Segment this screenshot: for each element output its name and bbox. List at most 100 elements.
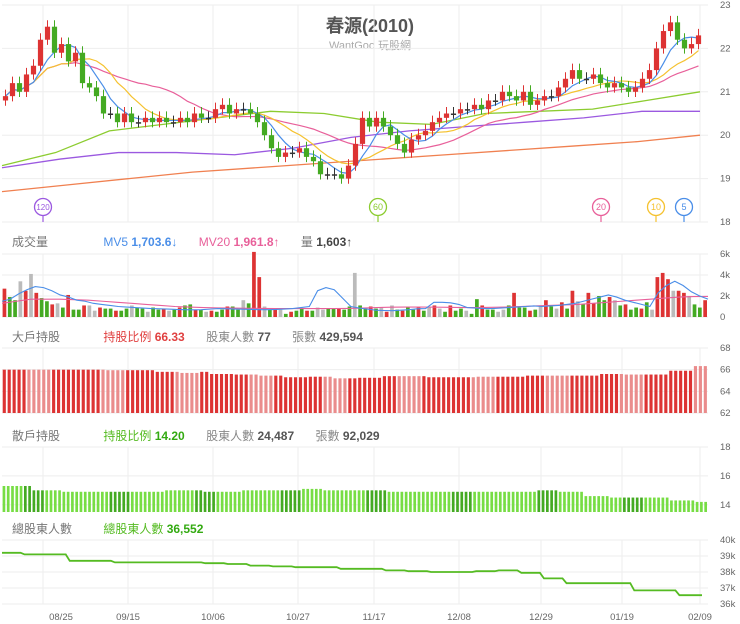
candle-body[interactable] (513, 96, 520, 101)
volume-bar[interactable] (565, 308, 569, 317)
large-holder-bar[interactable] (372, 377, 377, 413)
volume-bar[interactable] (559, 302, 564, 317)
large-holder-bar[interactable] (244, 374, 248, 413)
retail-holder-bar[interactable] (635, 497, 639, 512)
retail-holder-bar[interactable] (473, 491, 476, 512)
retail-holder-bar[interactable] (323, 490, 327, 512)
large-holder-bar[interactable] (521, 376, 525, 413)
large-holder-bar[interactable] (639, 374, 643, 413)
volume-bar[interactable] (98, 307, 102, 317)
volume-bar[interactable] (352, 272, 357, 317)
candle-body[interactable] (492, 100, 499, 102)
retail-holder-bar[interactable] (105, 491, 108, 512)
large-holder-bar[interactable] (121, 370, 125, 413)
retail-holder-bar[interactable] (644, 497, 648, 512)
volume-bar[interactable] (533, 309, 538, 317)
volume-bar[interactable] (485, 309, 490, 317)
candle-body[interactable] (128, 113, 135, 123)
volume-bar[interactable] (252, 251, 256, 317)
volume-bar[interactable] (199, 309, 203, 317)
retail-holder-bar[interactable] (362, 490, 365, 512)
volume-bar[interactable] (501, 309, 506, 317)
retail-holder-bar[interactable] (169, 490, 173, 512)
large-holder-bar[interactable] (377, 377, 382, 413)
retail-holder-bar[interactable] (96, 491, 100, 512)
retail-holder-bar[interactable] (623, 497, 626, 512)
large-holder-bar[interactable] (333, 378, 337, 413)
candle-body[interactable] (107, 113, 114, 116)
candle-body[interactable] (275, 148, 282, 157)
volume-bar[interactable] (87, 305, 92, 317)
retail-holder-bar[interactable] (447, 491, 451, 512)
retail-holder-bar[interactable] (524, 491, 528, 512)
large-holder-bar[interactable] (229, 374, 233, 413)
volume-bar[interactable] (39, 298, 44, 317)
large-holder-bar[interactable] (269, 375, 273, 413)
volume-bar[interactable] (379, 307, 384, 317)
retail-holder-bar[interactable] (88, 491, 91, 512)
volume-bar[interactable] (374, 308, 378, 317)
candle-body[interactable] (352, 143, 359, 166)
retail-holder-bar[interactable] (207, 491, 211, 512)
volume-bar[interactable] (687, 296, 692, 317)
retail-holder-bar[interactable] (75, 491, 79, 512)
large-holder-bar[interactable] (491, 376, 495, 413)
volume-bar[interactable] (257, 277, 262, 317)
large-holder-bar[interactable] (447, 377, 451, 413)
large-holder-bar[interactable] (328, 376, 332, 413)
large-holder-bar[interactable] (17, 369, 21, 413)
retail-holder-bar[interactable] (490, 491, 494, 512)
candle-body[interactable] (44, 26, 51, 40)
retail-holder-bar[interactable] (272, 490, 275, 512)
large-holder-bar[interactable] (688, 370, 693, 413)
large-holder-bar[interactable] (422, 376, 426, 413)
ma-marker-120-icon[interactable] (33, 197, 53, 217)
retail-holder-bar[interactable] (396, 491, 399, 512)
volume-bar[interactable] (183, 305, 187, 317)
retail-holder-bar[interactable] (511, 491, 515, 512)
candle-body[interactable] (142, 117, 149, 123)
retail-holder-bar[interactable] (156, 491, 160, 512)
volume-bar[interactable] (490, 309, 495, 317)
retail-holder-bar[interactable] (400, 491, 404, 512)
volume-bar[interactable] (140, 308, 145, 317)
candle-body[interactable] (660, 31, 667, 49)
retail-holder-bar[interactable] (276, 490, 280, 512)
retail-holder-bar[interactable] (229, 491, 233, 512)
large-holder-bar[interactable] (91, 369, 95, 413)
candle-body[interactable] (72, 52, 79, 62)
large-holder-bar[interactable] (180, 372, 184, 413)
large-holder-bar[interactable] (170, 371, 174, 413)
retail-holder-bar[interactable] (203, 491, 207, 512)
retail-holder-bar[interactable] (319, 488, 322, 512)
large-holder-bar[interactable] (693, 366, 698, 413)
retail-holder-bar[interactable] (332, 490, 335, 512)
candle-body[interactable] (156, 117, 163, 123)
retail-holder-bar[interactable] (464, 491, 468, 512)
retail-holder-bar[interactable] (481, 491, 485, 512)
candle-body[interactable] (373, 117, 380, 127)
retail-holder-bar[interactable] (601, 496, 605, 512)
candle-body[interactable] (296, 148, 303, 153)
large-holder-bar[interactable] (358, 377, 362, 413)
retail-holder-bar[interactable] (302, 488, 305, 512)
volume-bar[interactable] (544, 300, 548, 317)
volume-bar[interactable] (671, 290, 676, 317)
retail-holder-bar[interactable] (199, 490, 203, 512)
retail-holder-bar[interactable] (58, 490, 61, 512)
large-holder-bar[interactable] (649, 374, 653, 413)
large-holder-bar[interactable] (165, 371, 169, 413)
large-holder-bar[interactable] (432, 377, 436, 413)
large-holder-bar[interactable] (609, 374, 614, 413)
retail-holder-bar[interactable] (195, 490, 198, 512)
large-holder-bar[interactable] (57, 369, 61, 413)
candle-body[interactable] (506, 91, 513, 97)
large-holder-bar[interactable] (684, 370, 688, 413)
retail-holder-bar[interactable] (11, 486, 14, 512)
candle-body[interactable] (485, 100, 492, 110)
large-holder-bar[interactable] (323, 376, 327, 413)
candle-body[interactable] (499, 91, 506, 101)
candle-body[interactable] (422, 130, 429, 136)
large-holder-bar[interactable] (66, 369, 71, 413)
retail-holder-bar[interactable] (212, 491, 215, 512)
